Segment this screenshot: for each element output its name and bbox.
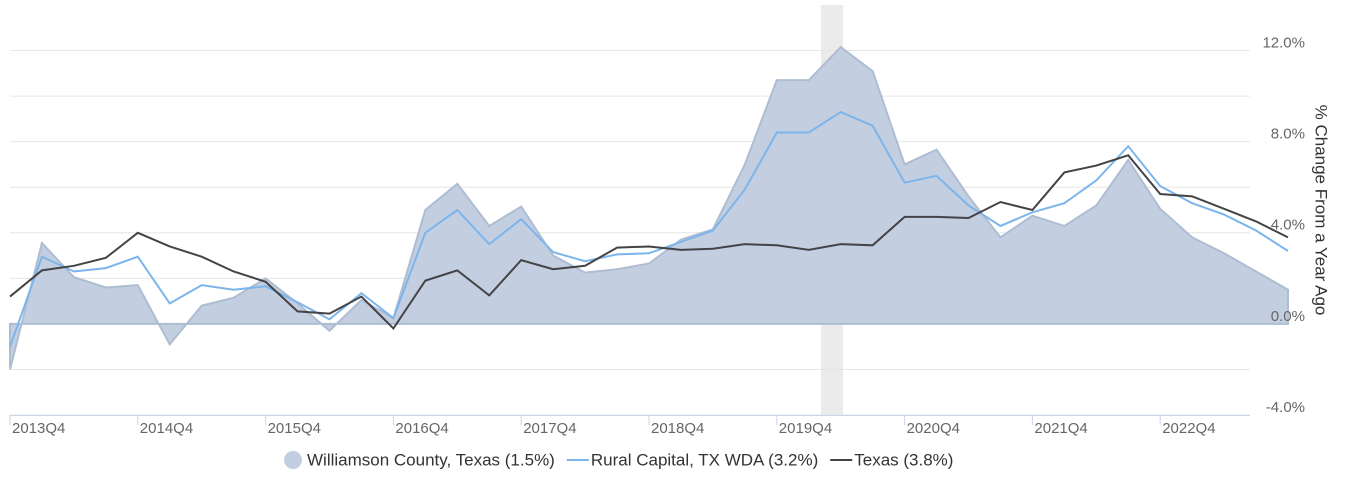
x-tick-label: 2015Q4 (268, 420, 321, 437)
legend-marker (284, 451, 302, 469)
line (9, 110, 1289, 348)
x-tick-label: 2019Q4 (779, 420, 832, 437)
y-tick-label: 4.0% (1271, 217, 1305, 234)
plot (9, 45, 1289, 370)
x-tick-label: 2013Q4 (12, 420, 65, 437)
y-tick-label: 12.0% (1262, 35, 1305, 52)
legend: Williamson County, Texas (1.5%) Rural Cap… (284, 450, 953, 469)
x-tick-label: 2020Q4 (907, 420, 960, 437)
x-tick-label: 2021Q4 (1034, 420, 1087, 437)
x-tick-label: 2022Q4 (1162, 420, 1215, 437)
x-tick-label: 2017Q4 (523, 420, 576, 437)
legend-label: Texas (3.8%) (854, 450, 953, 469)
y-tick-label: 8.0% (1271, 126, 1305, 143)
axes: -4.0% 0.0% 4.0% 8.0% 12.0% 2013Q4 2014Q4 2015Q4… (9, 35, 1305, 437)
legend-label: Williamson County, Texas (1.5%) (307, 450, 555, 469)
y-tick-label: -4.0% (1266, 399, 1305, 416)
x-tick-label: 2014Q4 (140, 420, 193, 437)
legend-label: Rural Capital, TX WDA (3.2%) (591, 450, 818, 469)
x-tick-label: 2018Q4 (651, 420, 704, 437)
x-tick-label: 2016Q4 (395, 420, 448, 437)
y-tick-label: 0.0% (1271, 308, 1305, 325)
area (9, 45, 1289, 370)
y-axis-label: % Change From a Year Ago (1312, 105, 1331, 316)
line (9, 154, 1289, 331)
